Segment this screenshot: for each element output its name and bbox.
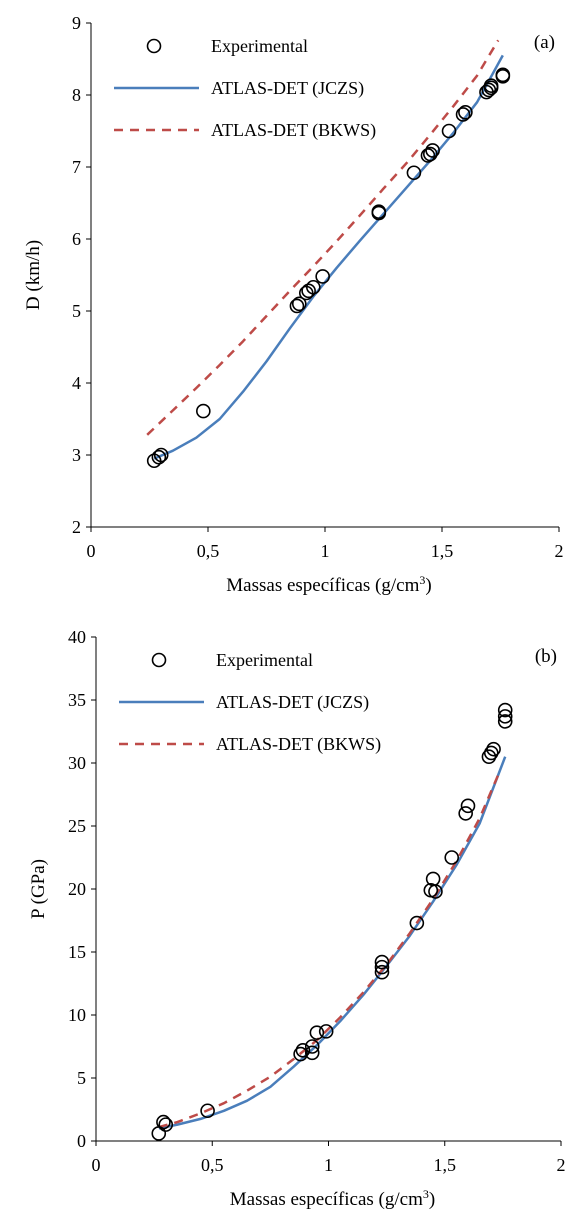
chart-a-svg: 2 3 4 5 6 7 8 9 0 0,5 1 1,5 2 Massas específicas (g/c… (23, 13, 564, 596)
experimental-point (315, 269, 330, 284)
x-tick-label: 1 (324, 1155, 333, 1175)
experimental-point (374, 954, 390, 970)
x-tick-label: 0 (92, 1155, 101, 1175)
experimental-point (196, 403, 211, 419)
experimental-point (483, 745, 499, 761)
panel-label: (a) (534, 32, 555, 53)
y-tick-label: 25 (68, 816, 86, 836)
experimental-point (428, 884, 443, 899)
experimental-point (486, 741, 501, 757)
legend-label: ATLAS-DET (JCZS) (211, 78, 364, 99)
experimental-point (301, 283, 316, 299)
legend-label: Experimental (216, 650, 313, 670)
experimental-point (151, 449, 167, 465)
y-tick-label: 4 (72, 373, 81, 393)
y-tick-label: 3 (72, 445, 81, 465)
legend-marker-experimental (146, 38, 162, 54)
y-tick-label: 10 (68, 1005, 86, 1025)
experimental-point (304, 1039, 320, 1054)
experimental-point (293, 1046, 308, 1062)
jczs-series-line (153, 54, 504, 460)
y-tick-label: 7 (72, 157, 81, 177)
experimental-point (200, 1103, 215, 1119)
x-axis-title: Massas específicas (g/cm3) (230, 1187, 435, 1210)
y-tick-label: 0 (77, 1131, 86, 1151)
x-tick-label: 2 (555, 541, 564, 561)
experimental-point (497, 709, 513, 724)
y-tick-label: 5 (72, 301, 81, 321)
x-tick-label: 1 (321, 541, 330, 561)
y-tick-label: 6 (72, 229, 81, 249)
bkws-series-line (158, 768, 502, 1129)
legend-label: Experimental (211, 36, 308, 56)
experimental-point (420, 148, 436, 163)
x-tick-label: 0,5 (197, 541, 220, 561)
experimental-point (156, 1114, 171, 1130)
experimental-point (406, 165, 422, 181)
experimental-point (444, 850, 460, 865)
y-tick-label: 15 (68, 942, 86, 962)
y-tick-label: 40 (68, 627, 86, 647)
experimental-point (309, 1025, 325, 1040)
legend-label: ATLAS-DET (JCZS) (216, 692, 369, 713)
y-tick-label: 5 (77, 1068, 86, 1088)
experimental-point (495, 67, 511, 83)
experimental-point (483, 78, 499, 93)
experimental-point (371, 204, 387, 219)
panel-label: (b) (535, 646, 557, 667)
experimental-point (374, 964, 390, 980)
jczs-series-line (158, 756, 507, 1130)
legend-label: ATLAS-DET (BKWS) (216, 734, 381, 755)
experimental-point (158, 1117, 174, 1132)
experimental-point (409, 915, 425, 931)
experimental-point (289, 298, 305, 314)
experimental-point (458, 806, 473, 821)
x-tick-label: 0 (87, 541, 96, 561)
y-tick-label: 8 (72, 85, 81, 105)
x-tick-label: 1,5 (431, 541, 454, 561)
x-tick-label: 0,5 (201, 1155, 224, 1175)
legend-label: ATLAS-DET (BKWS) (211, 120, 376, 141)
y-axis-title: P (GPa) (28, 859, 49, 919)
experimental-point (455, 107, 471, 122)
experimental-point (304, 1045, 320, 1061)
x-tick-label: 1,5 (434, 1155, 457, 1175)
x-axis-title: Massas específicas (g/cm3) (226, 573, 431, 596)
chart-b-svg: 0 5 10 15 20 25 30 35 40 0 0,5 1 1,5 2 Massas específi… (28, 627, 565, 1210)
chart-panel-b: 0 5 10 15 20 25 30 35 40 0 0,5 1 1,5 2 Massas específi… (0, 607, 565, 1213)
chart-panel-a: 2 3 4 5 6 7 8 9 0 0,5 1 1,5 2 Massas específicas (g/c… (23, 13, 564, 596)
y-tick-label: 9 (72, 13, 81, 33)
legend-marker-experimental (151, 652, 167, 668)
experimental-point (460, 798, 476, 814)
experimental-point (318, 1024, 334, 1039)
y-tick-label: 20 (68, 879, 86, 899)
experimental-point (305, 279, 321, 295)
y-tick-label: 2 (72, 517, 81, 537)
y-axis-title: D (km/h) (23, 240, 44, 310)
y-tick-label: 35 (68, 690, 86, 710)
experimental-point (458, 104, 473, 120)
experimental-point (497, 702, 513, 718)
experimental-point (481, 749, 497, 764)
experimental-point (422, 146, 438, 162)
x-tick-label: 2 (557, 1155, 565, 1175)
experimental-point (295, 1042, 311, 1058)
experimental-point (497, 714, 513, 729)
experimental-point (374, 959, 390, 975)
experimental-point (441, 123, 457, 139)
y-tick-label: 30 (68, 753, 86, 773)
experimental-point (291, 296, 307, 312)
experimental-point (153, 447, 169, 463)
experimental-point (425, 143, 440, 158)
bkws-series-line (146, 39, 500, 436)
